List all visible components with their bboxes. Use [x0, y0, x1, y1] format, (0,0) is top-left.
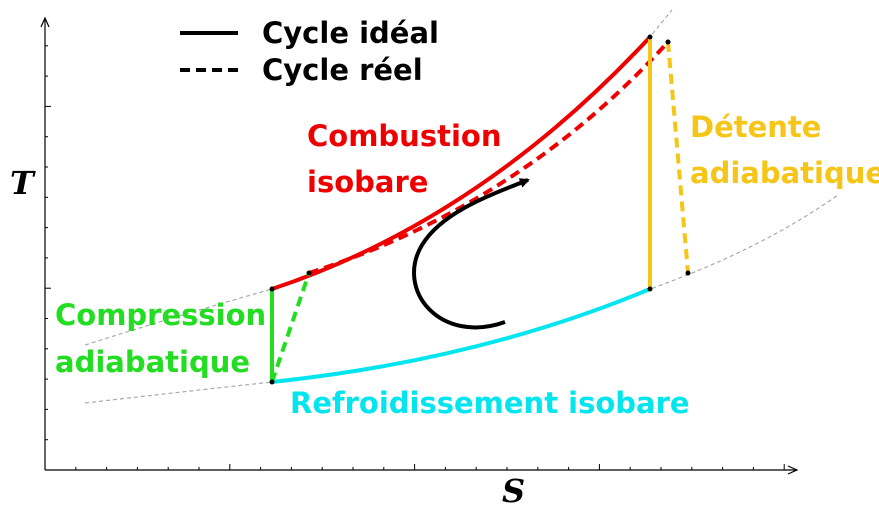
point [306, 270, 312, 276]
label: adiabatique [55, 345, 250, 379]
expansion-real [666, 41, 690, 274]
legend: Cycle idéal Cycle réel [180, 16, 439, 87]
y-axis-label: T [10, 164, 36, 202]
direction-arrow [412, 178, 530, 330]
cooling [271, 287, 651, 384]
point [269, 286, 275, 292]
combustion-real [308, 40, 670, 275]
label: isobare [307, 165, 428, 199]
cycle [270, 35, 690, 384]
point [269, 379, 275, 385]
y-arrow [40, 16, 50, 28]
point [665, 39, 671, 45]
compression-real [270, 272, 311, 383]
axes [40, 16, 799, 475]
label: Détente [690, 110, 821, 144]
x-axis-label: S [502, 472, 525, 510]
point [647, 34, 653, 40]
label: adiabatique [690, 156, 879, 190]
point [647, 286, 653, 292]
ticks [45, 45, 785, 471]
label: Refroidissement isobare [290, 386, 690, 420]
point [685, 270, 691, 276]
label: Combustion [307, 119, 501, 153]
legend-label: Cycle idéal [262, 16, 439, 50]
legend-label: Cycle réel [262, 53, 423, 87]
label: Compression [55, 298, 266, 332]
points [269, 34, 691, 385]
x-arrow [787, 465, 799, 475]
